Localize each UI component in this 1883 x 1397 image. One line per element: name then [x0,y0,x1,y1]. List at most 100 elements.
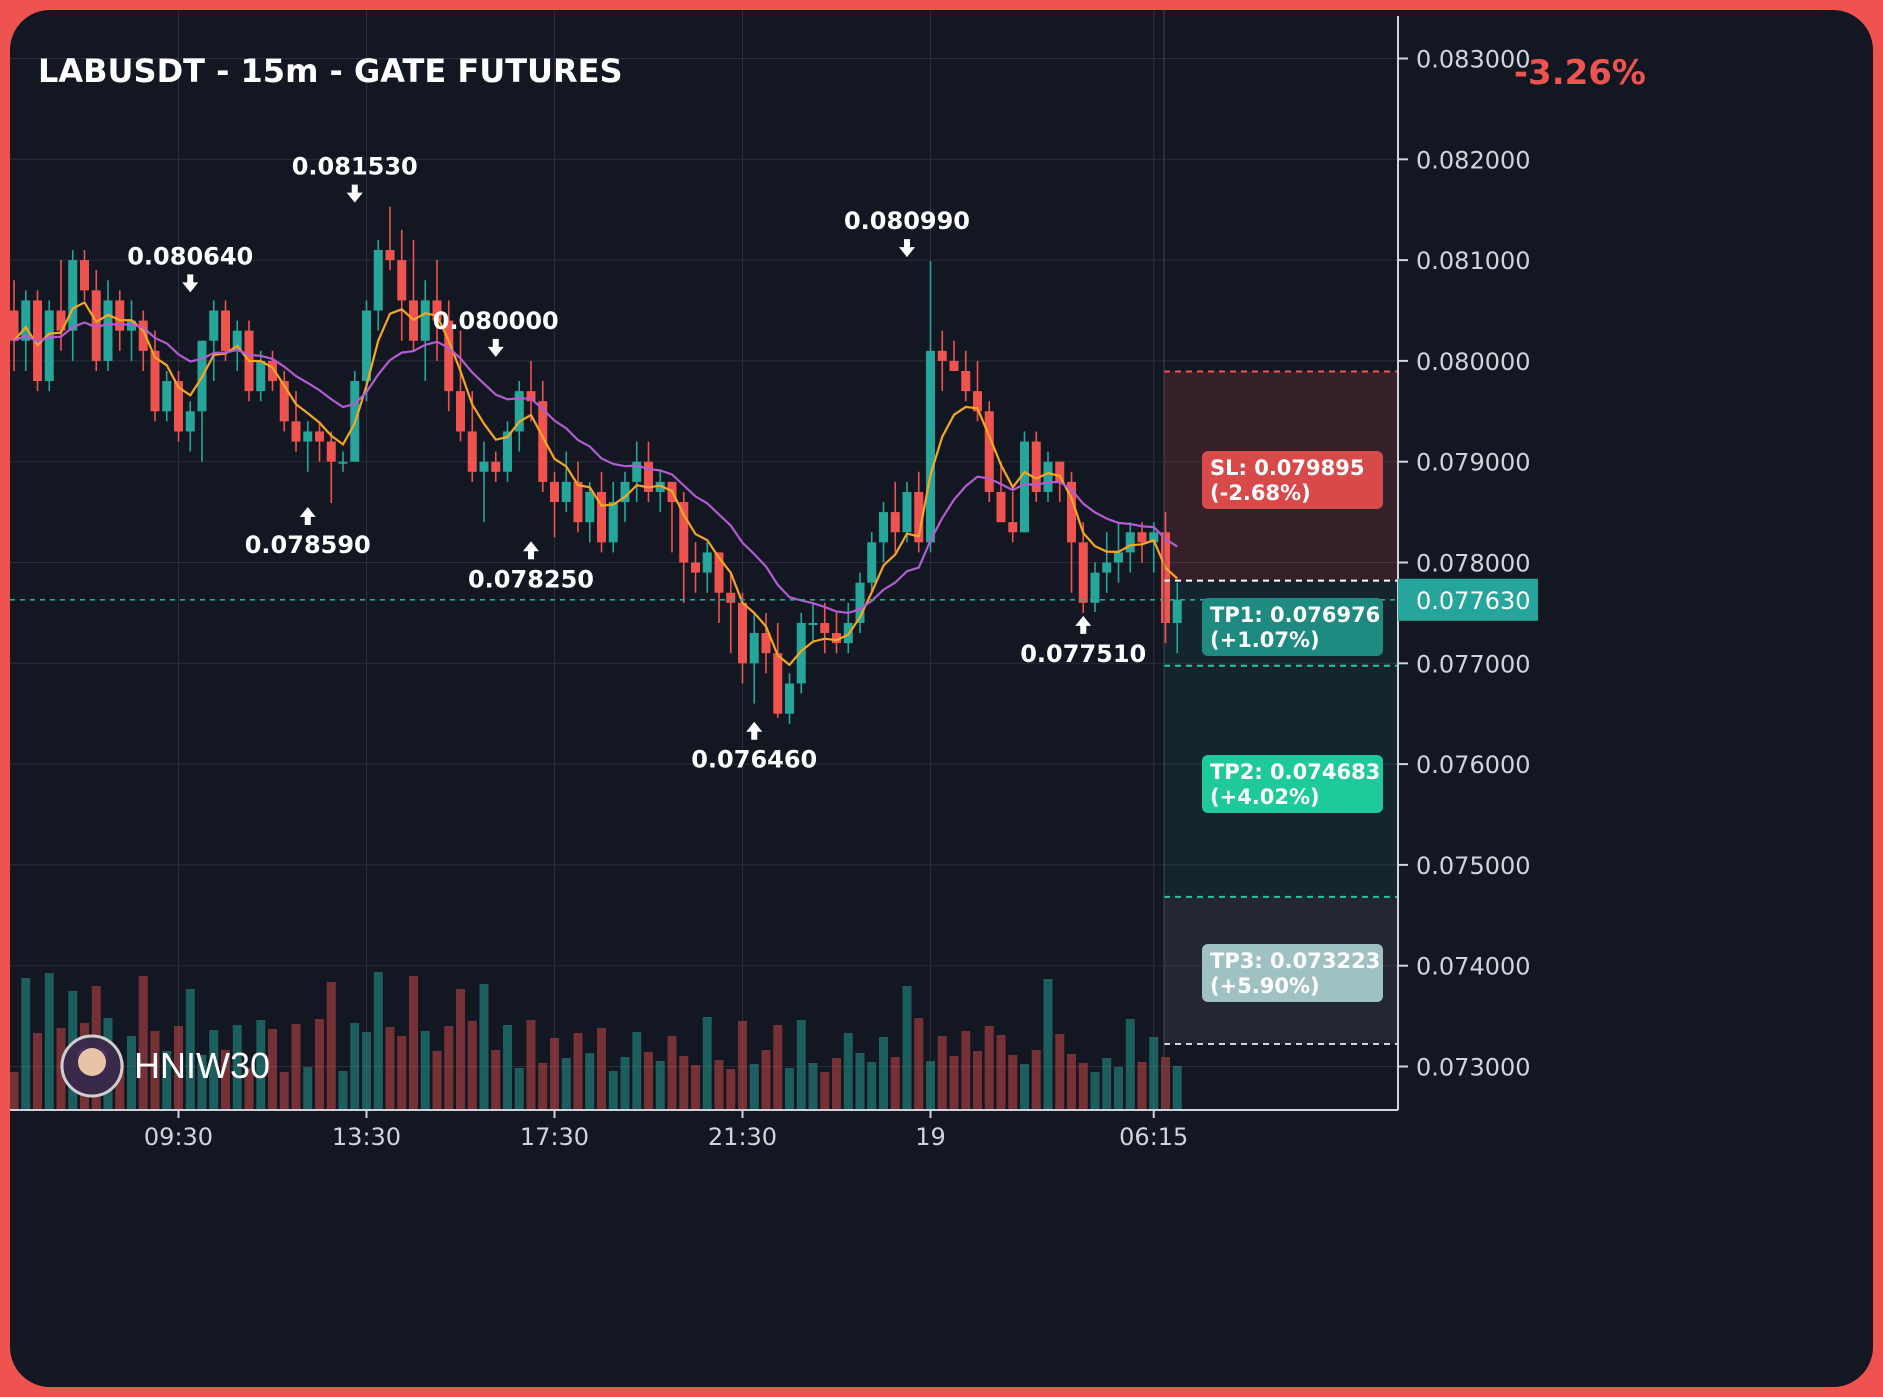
time-tick-label: 19 [915,1123,946,1151]
candle-body [291,421,301,442]
candle-body [1161,532,1170,623]
level-label-box [1202,598,1383,656]
candle-body [585,491,595,523]
candle-body [984,411,994,492]
candle [832,612,841,654]
candle-body [91,290,101,361]
candle [456,330,465,442]
volume-bar [867,1062,877,1110]
volume-bar [1172,1066,1182,1110]
annotation-label: 0.077510 [1020,640,1146,668]
volume-bar [561,1058,571,1110]
volume-bar [620,1057,630,1110]
level-label-tp3: TP3: 0.073223(+5.90%) [1202,944,1383,1002]
candle [326,431,336,504]
candle [984,401,994,503]
price-tick-label: 0.082000 [1416,146,1531,174]
volume-bar [550,1038,559,1110]
candle [503,421,512,482]
candle-body [21,300,31,341]
candle-body [232,330,242,351]
candle [550,471,559,538]
time-tick-label: 21:30 [708,1123,777,1151]
volume-bar [467,1021,477,1110]
price-tick-label: 0.076000 [1416,751,1531,779]
candle [103,280,113,371]
candle [268,350,277,392]
candle-body [185,411,195,432]
volume-bar [832,1058,841,1110]
avatar-face [78,1048,106,1076]
candle [338,451,348,472]
level-labels: SL: 0.079895(-2.68%) TP1: 0.076976(+1.07%… [1202,451,1383,1002]
candle [1078,522,1088,613]
level-label-price: SL: 0.079895 [1210,456,1364,480]
arrow-up-icon [523,541,539,560]
candle [1067,471,1076,593]
price-annotation: 0.078590 [245,507,371,559]
candle [749,612,759,704]
volume-bar [338,1071,348,1110]
time-tick-label: 06:15 [1119,1123,1188,1151]
level-label-sl: SL: 0.079895(-2.68%) [1202,451,1383,509]
candle-body [209,310,219,341]
candle [597,471,606,553]
volume-bar [385,1027,395,1110]
volume-bar [1114,1067,1123,1110]
candle-body [1125,532,1135,553]
volume-bar [420,1031,430,1110]
volume-bar [162,1051,172,1110]
volume-bar [256,1020,266,1110]
candle-body [538,401,548,482]
volume-bar [1090,1072,1100,1110]
candle-body [973,391,982,412]
candle [432,260,442,361]
annotation-label: 0.080990 [844,207,970,235]
level-label-box [1202,944,1383,1002]
volume-bar [632,1032,642,1110]
candle [397,229,407,341]
candle [973,360,982,422]
candle [279,370,289,432]
candle-body [632,461,642,482]
candle-body [279,381,289,422]
candlestick-chart[interactable]: 0.080640 0.081530 0.078590 0.080000 0.078250… [10,10,1873,1387]
volume-bar [1067,1054,1076,1110]
volume-bar [691,1065,700,1110]
candle-body [1137,532,1147,543]
candle-body [456,391,465,432]
volume-bar [738,1021,747,1110]
candle-body [56,310,66,331]
volume-bar [808,1063,818,1110]
chart-frame: 0.080640 0.081530 0.078590 0.080000 0.078250… [10,10,1873,1387]
volume-bar [44,973,54,1110]
watermark: HNIW30 [60,1034,270,1098]
candle [679,491,689,603]
volume-bar [538,1063,548,1110]
candle-body [338,461,348,464]
candle-body [702,552,712,573]
candle-body [620,481,630,503]
volume-bar [279,1072,289,1110]
level-label-price: TP3: 0.073223 [1210,949,1380,973]
candle [174,370,183,442]
candle-body [608,502,618,543]
candle-body [820,622,830,634]
level-label-price: TP1: 0.076976 [1210,603,1380,627]
candle-body [256,360,266,392]
candle [444,300,454,412]
candle-body [444,320,454,392]
candle [644,441,653,503]
volume-bar [373,972,383,1110]
volume-bar [185,989,195,1110]
volume-bar [432,1051,442,1110]
volume-bar [667,1036,677,1110]
candle [585,481,595,543]
candle-body [785,683,794,714]
annotation-label: 0.078590 [245,531,371,559]
price-tick-label: 0.073000 [1416,1054,1531,1082]
candle-body [890,512,900,533]
volume-bar [820,1072,830,1110]
candle [1102,532,1112,593]
level-label-percent: (-2.68%) [1210,481,1311,505]
